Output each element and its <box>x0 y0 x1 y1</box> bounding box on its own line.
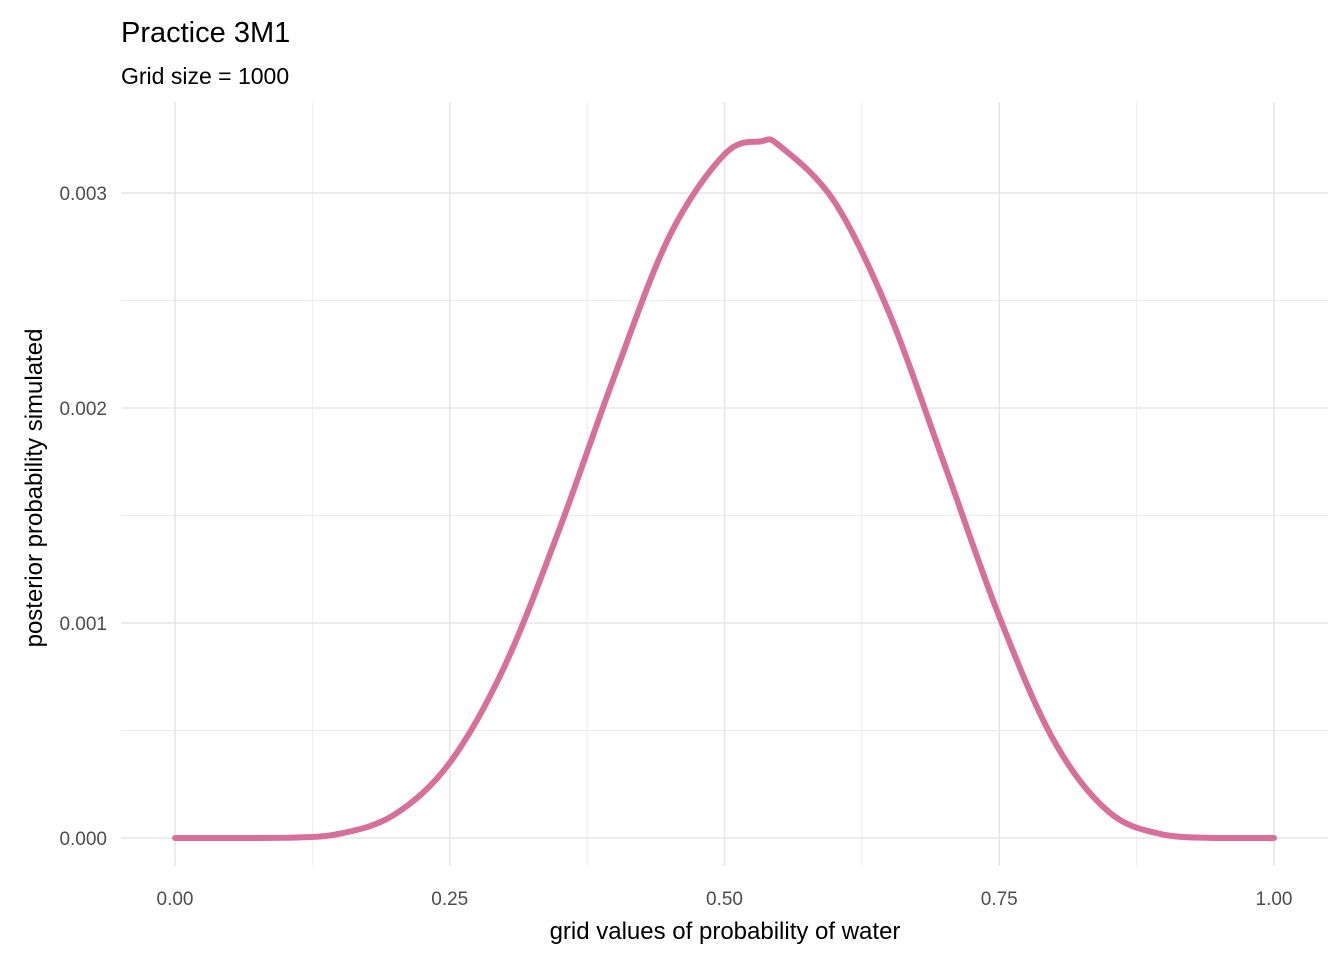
y-tick-labels: 0.000 0.001 0.002 0.003 <box>59 184 107 850</box>
x-tick-label: 1.00 <box>1256 889 1293 910</box>
x-tick-label: 0.75 <box>981 889 1018 910</box>
x-tick-label: 0.00 <box>157 889 194 910</box>
grid-major <box>121 102 1328 866</box>
x-tick-label: 0.25 <box>431 889 468 910</box>
y-tick-label: 0.000 <box>59 829 107 850</box>
y-tick-label: 0.003 <box>59 184 107 205</box>
chart-subtitle: Grid size = 1000 <box>121 63 289 89</box>
y-tick-label: 0.001 <box>59 614 107 635</box>
series-layer <box>172 136 1277 841</box>
posterior-line <box>172 136 1277 841</box>
x-tick-labels: 0.00 0.25 0.50 0.75 1.00 <box>157 889 1293 910</box>
y-tick-label: 0.002 <box>59 399 107 420</box>
x-axis-title: grid values of probability of water <box>550 918 901 945</box>
chart-title: Practice 3M1 <box>121 17 290 49</box>
x-tick-label: 0.50 <box>706 889 743 910</box>
y-axis-title: posterior probability simulated <box>21 329 48 648</box>
